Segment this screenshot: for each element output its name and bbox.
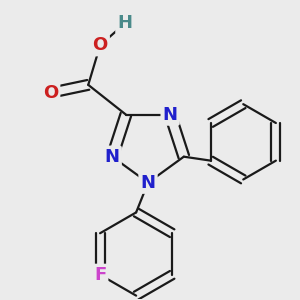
Text: O: O (92, 36, 108, 54)
Text: N: N (105, 148, 120, 166)
Text: N: N (163, 106, 178, 124)
Text: H: H (117, 14, 132, 32)
Text: N: N (140, 174, 155, 192)
Text: O: O (43, 84, 58, 102)
Text: F: F (94, 266, 106, 284)
